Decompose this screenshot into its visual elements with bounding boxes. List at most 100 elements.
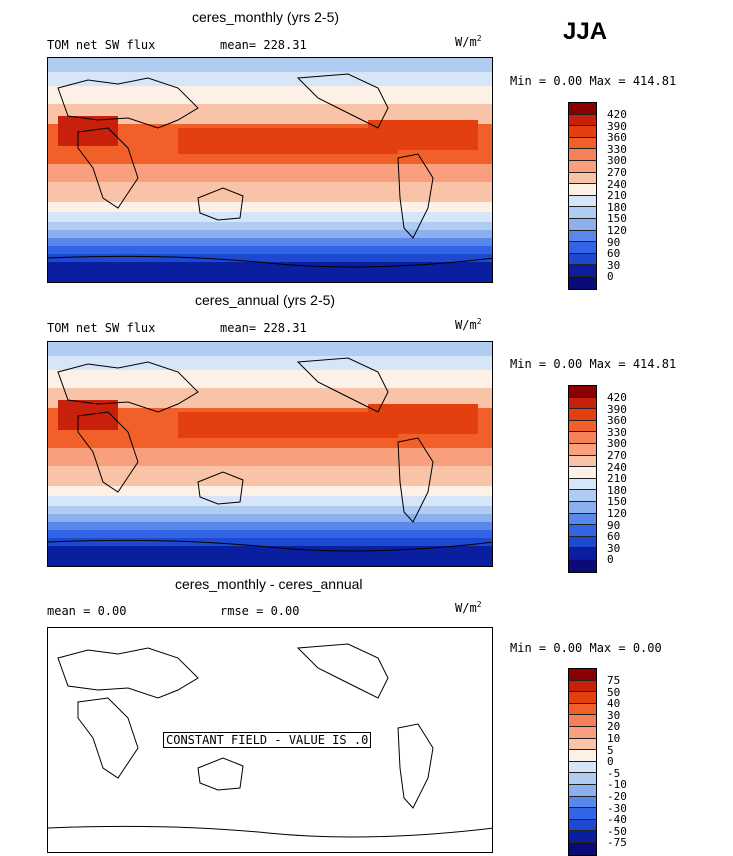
panel1-title: ceres_monthly (yrs 2-5) [192,9,340,25]
panel2-map [47,341,493,567]
colorbar-swatch [569,137,596,150]
colorbar-swatch [569,467,596,479]
colorbar-tick-label: 180 [607,200,627,214]
colorbar-tick-label: 0 [607,270,614,284]
colorbar-swatch [569,842,596,855]
colorbar-tick-label: 20 [607,720,621,734]
panel3-colorbar [568,668,597,856]
colorbar-tick-label: 210 [607,472,627,486]
colorbar-swatch [569,103,596,115]
colorbar-tick-label: 270 [607,449,627,462]
colorbar-swatch [569,559,596,572]
colorbar-swatch [569,536,596,549]
colorbar-swatch [569,409,596,421]
colorbar-tick-label: -40 [607,813,627,827]
colorbar-swatch [569,386,596,398]
colorbar-tick-label: 60 [607,530,621,544]
colorbar-tick-label: 360 [607,414,627,428]
colorbar-tick-label: 330 [607,425,627,439]
colorbar-swatch [569,513,596,526]
colorbar-tick-label: 390 [607,402,627,416]
colorbar-swatch [569,276,596,289]
panel1-mean: mean= 228.31 [220,38,307,52]
colorbar-swatch [569,715,596,727]
colorbar-tick-label: 180 [607,483,627,497]
colorbar-tick-label: -50 [607,824,627,838]
colorbar-tick-label: 30 [607,541,621,555]
colorbar-swatch [569,242,596,254]
panel3-title: ceres_monthly - ceres_annual [175,576,363,592]
colorbar-tick-label: 390 [607,119,627,133]
colorbar-tick-label: 240 [607,460,627,474]
colorbar-swatch [569,230,596,243]
colorbar-swatch [569,195,596,208]
colorbar-tick-label: 120 [607,507,627,520]
colorbar-tick-label: 420 [607,391,627,404]
colorbar-swatch [569,420,596,433]
panel1-colorbar [568,102,597,290]
colorbar-swatch [569,692,596,704]
panel3-mean: mean = 0.00 [47,604,127,618]
colorbar-tick-label: 300 [607,437,627,451]
colorbar-swatch [569,501,596,514]
colorbar-swatch [569,525,596,537]
colorbar-swatch [569,172,596,185]
panel3-units: W/m2 [455,600,482,615]
colorbar-swatch [569,114,596,127]
colorbar-tick-label: 210 [607,189,627,203]
colorbar-tick-label: 90 [607,518,621,532]
colorbar-swatch [569,750,596,762]
colorbar-swatch [569,761,596,774]
colorbar-swatch [569,218,596,231]
colorbar-swatch [569,443,596,456]
colorbar-tick-label: 0 [607,553,614,567]
colorbar-swatch [569,253,596,266]
panel1-units: W/m2 [455,34,482,49]
colorbar-tick-label: 270 [607,166,627,179]
colorbar-swatch [569,680,596,693]
panel1-variable: TOM net SW flux [47,38,156,52]
colorbar-tick-label: 50 [607,685,621,699]
colorbar-tick-label: 420 [607,108,627,121]
colorbar-tick-label: 360 [607,131,627,145]
colorbar-tick-label: -10 [607,778,627,792]
colorbar-tick-label: 60 [607,247,621,261]
colorbar-swatch [569,207,596,219]
colorbar-swatch [569,184,596,196]
colorbar-tick-label: 150 [607,212,627,226]
panel2-colorbar [568,385,597,573]
panel2-units: W/m2 [455,317,482,332]
colorbar-tick-label: 90 [607,235,621,249]
colorbar-swatch [569,149,596,161]
colorbar-swatch [569,726,596,739]
colorbar-tick-label: 10 [607,732,621,745]
colorbar-tick-label: -30 [607,801,627,815]
colorbar-swatch [569,703,596,716]
colorbar-tick-label: 330 [607,142,627,156]
constant-field-label: CONSTANT FIELD - VALUE IS .0 [163,732,372,748]
colorbar-tick-label: 120 [607,224,627,237]
colorbar-tick-label: -5 [607,766,621,780]
colorbar-swatch [569,397,596,410]
colorbar-swatch [569,796,596,809]
season-label: JJA [563,18,608,45]
panel2-title: ceres_annual (yrs 2-5) [195,292,336,308]
colorbar-tick-label: 0 [607,755,614,769]
colorbar-swatch [569,831,596,843]
colorbar-tick-label: 40 [607,697,621,711]
colorbar-tick-label: -20 [607,790,627,803]
colorbar-swatch [569,160,596,173]
panel2-mean: mean= 228.31 [220,321,307,335]
colorbar-swatch [569,784,596,797]
colorbar-swatch [569,669,596,681]
panel2-variable: TOM net SW flux [47,321,156,335]
colorbar-swatch [569,455,596,468]
panel3-rmse: rmse = 0.00 [220,604,300,618]
colorbar-swatch [569,478,596,491]
panel1-range: Min = 0.00 Max = 414.81 [510,74,677,88]
colorbar-tick-label: -75 [607,836,627,850]
colorbar-swatch [569,126,596,138]
colorbar-tick-label: 30 [607,708,621,722]
colorbar-tick-label: 30 [607,258,621,272]
panel2-range: Min = 0.00 Max = 414.81 [510,357,677,371]
